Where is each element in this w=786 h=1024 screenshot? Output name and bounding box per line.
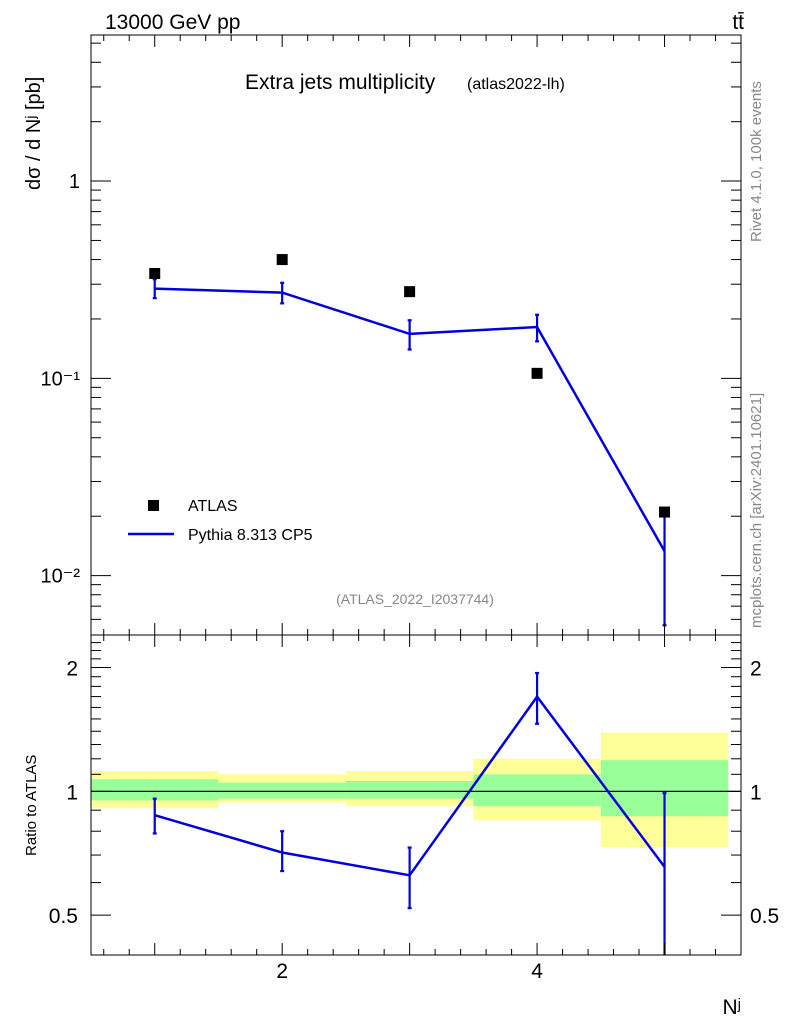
atlas-data-point [659, 506, 671, 518]
y-tick-label-ratio-left: 0.5 [49, 905, 78, 928]
rivet-version-label: Rivet 4.1.0, 100k events [748, 81, 765, 242]
main-panel-frame [90, 34, 742, 636]
analysis-watermark: (ATLAS_2022_I2037744) [336, 591, 494, 607]
plot-subtitle: (atlas2022-lh) [467, 76, 565, 93]
legend: ATLAS Pythia 8.313 CP5 [128, 498, 313, 544]
legend-atlas-marker [148, 500, 159, 511]
atlas-data-point [404, 286, 416, 298]
process-label: tt̄ [732, 11, 744, 34]
x-tick-label: 2 [276, 960, 288, 983]
ratio-band-green [345, 780, 474, 799]
y-tick-label-ratio-right: 2 [750, 658, 762, 681]
atlas-data-point [531, 367, 543, 379]
ratio-band-green [91, 779, 219, 801]
y-tick-label-main: 10⁻² [41, 566, 81, 588]
legend-atlas-label: ATLAS [188, 498, 238, 515]
ratio-band-green [218, 782, 346, 799]
y-tick-label-ratio-right: 0.5 [750, 905, 779, 928]
axis-ticks: 2 4 1 10⁻¹ 10⁻² 2 2 1 1 0.5 0.5 [41, 35, 779, 983]
ratio-panel-frame [90, 634, 742, 956]
ratio-bands-layer [91, 732, 729, 848]
y-tick-label-main: 10⁻¹ [41, 368, 81, 390]
energy-label: 13000 GeV pp [105, 11, 240, 34]
y-tick-label-ratio-right: 1 [750, 781, 762, 804]
y-tick-label-ratio-left: 2 [66, 658, 78, 681]
legend-pythia-label: Pythia 8.313 CP5 [188, 527, 313, 544]
main-content-layer [149, 254, 671, 627]
x-axis-label: Nʲ [722, 996, 741, 1019]
atlas-data-point [276, 254, 288, 266]
y-tick-label-ratio-left: 1 [66, 781, 78, 804]
atlas-data-point [149, 267, 161, 279]
y-axis-label-ratio: Ratio to ATLAS [23, 755, 40, 856]
panel-frames [90, 34, 742, 956]
source-label: mcplots.cern.ch [arXiv:2401.10621] [748, 393, 765, 628]
ratio-band-green [473, 774, 601, 807]
y-axis-label-main: dσ / d Nʲ [pb] [23, 77, 45, 190]
plot-title: Extra jets multiplicity [245, 71, 436, 94]
x-tick-label: 4 [531, 960, 543, 983]
y-tick-label-main: 1 [69, 171, 80, 193]
ratio-content-layer [91, 671, 741, 955]
